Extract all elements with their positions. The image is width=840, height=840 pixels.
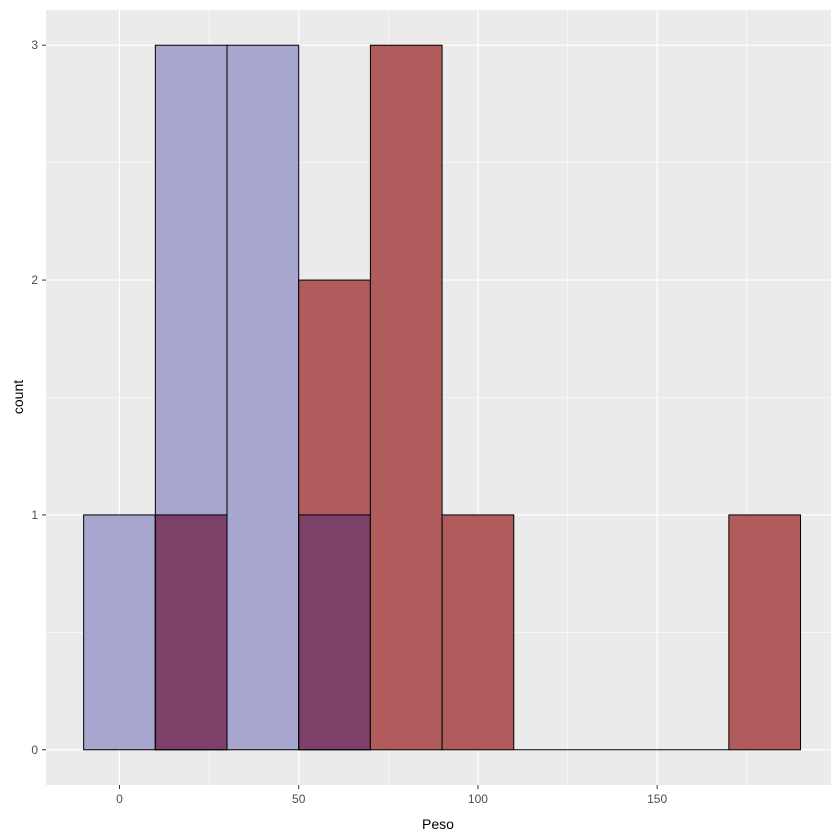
y-tick-label: 1 xyxy=(31,508,38,522)
histogram-bar-overlap xyxy=(155,514,228,750)
x-tick-label: 100 xyxy=(468,792,488,806)
histogram-bar xyxy=(155,45,228,515)
x-tick-label: 0 xyxy=(116,792,123,806)
histogram-bar xyxy=(298,280,371,515)
x-tick-label: 150 xyxy=(647,792,667,806)
x-tick-label: 50 xyxy=(292,792,306,806)
y-tick-label: 0 xyxy=(31,743,38,757)
histogram-bar-overlap xyxy=(298,514,371,750)
histogram-bar xyxy=(728,514,801,750)
histogram-bar xyxy=(227,45,299,750)
histogram-bar xyxy=(370,45,443,750)
x-axis-title: Peso xyxy=(422,816,454,832)
histogram-bar-outline xyxy=(441,514,515,751)
y-tick-label: 2 xyxy=(31,273,38,287)
histogram-bar-outline xyxy=(728,514,802,751)
y-axis-title: count xyxy=(10,380,26,414)
axes: 0 50 100 150 0 1 2 3 xyxy=(31,38,667,806)
histogram-bar xyxy=(83,514,156,750)
histogram-bars xyxy=(83,44,802,751)
histogram-bar xyxy=(442,514,514,750)
histogram-bar-outline xyxy=(369,44,443,751)
y-tick-label: 3 xyxy=(31,38,38,52)
